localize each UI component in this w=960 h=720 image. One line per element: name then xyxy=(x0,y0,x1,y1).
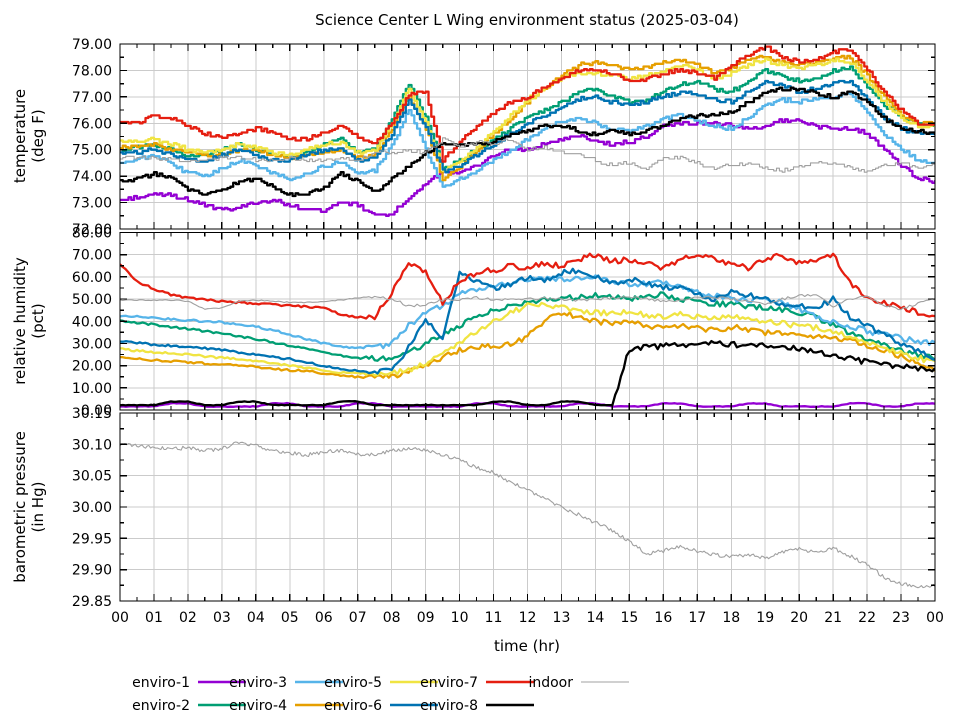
svg-text:30.10: 30.10 xyxy=(72,437,112,453)
svg-text:74.00: 74.00 xyxy=(72,169,112,185)
svg-text:02: 02 xyxy=(179,610,197,626)
svg-text:10.00: 10.00 xyxy=(72,381,112,397)
svg-text:13: 13 xyxy=(553,610,571,626)
svg-text:75.00: 75.00 xyxy=(72,143,112,159)
svg-text:76.00: 76.00 xyxy=(72,116,112,132)
y-tick-labels-temperature: 72.00 73.00 74.00 75.00 76.00 77.00 78.00 79.00 xyxy=(72,37,112,238)
series-line-enviro-7-relative_humidity xyxy=(120,252,935,321)
series-line-enviro-8-temperature xyxy=(120,86,935,198)
y-axis-label-humidity-units: (pct) xyxy=(29,303,47,338)
svg-text:23: 23 xyxy=(892,610,910,626)
series-line-indoor-relative_humidity xyxy=(120,293,935,311)
svg-text:29.90: 29.90 xyxy=(72,563,112,579)
svg-text:03: 03 xyxy=(213,610,231,626)
svg-text:0.00: 0.00 xyxy=(81,403,112,419)
svg-text:18: 18 xyxy=(722,610,740,626)
legend-label-enviro-5: enviro-5 xyxy=(324,675,382,691)
x-axis-label: time (hr) xyxy=(494,637,560,655)
svg-text:05: 05 xyxy=(281,610,299,626)
svg-text:06: 06 xyxy=(315,610,333,626)
svg-text:77.00: 77.00 xyxy=(72,90,112,106)
svg-text:30.00: 30.00 xyxy=(72,500,112,516)
series-line-enviro-7-temperature xyxy=(120,45,935,163)
series-group-temperature xyxy=(120,45,935,217)
y-axis-label-pressure-units: (in Hg) xyxy=(29,482,47,533)
svg-text:21: 21 xyxy=(824,610,842,626)
svg-text:22: 22 xyxy=(858,610,876,626)
svg-text:08: 08 xyxy=(383,610,401,626)
chart-title: Science Center L Wing environment status… xyxy=(315,11,739,29)
svg-text:07: 07 xyxy=(349,610,367,626)
svg-text:70.00: 70.00 xyxy=(72,248,112,264)
svg-text:20.00: 20.00 xyxy=(72,359,112,375)
svg-text:20: 20 xyxy=(790,610,808,626)
svg-text:15: 15 xyxy=(620,610,638,626)
svg-text:72.00: 72.00 xyxy=(72,222,112,238)
legend-label-enviro-4: enviro-4 xyxy=(229,698,287,714)
svg-text:10: 10 xyxy=(451,610,469,626)
svg-text:14: 14 xyxy=(587,610,605,626)
series-group-barometric_pressure xyxy=(120,441,935,589)
x-tick-labels: 00 01 02 03 04 05 06 07 08 09 10 11 12 13 14 15 16 17 18 19… xyxy=(111,610,944,626)
svg-text:16: 16 xyxy=(654,610,672,626)
svg-text:78.00: 78.00 xyxy=(72,63,112,79)
series-line-indoor-barometric_pressure xyxy=(120,441,935,589)
svg-text:30.00: 30.00 xyxy=(72,336,112,352)
legend-label-enviro-1: enviro-1 xyxy=(132,675,190,691)
series-line-enviro-3-temperature xyxy=(120,91,935,188)
svg-text:79.00: 79.00 xyxy=(72,37,112,53)
legend-label-enviro-3: enviro-3 xyxy=(229,675,287,691)
svg-text:50.00: 50.00 xyxy=(72,292,112,308)
series-line-enviro-5-relative_humidity xyxy=(120,301,935,377)
svg-text:17: 17 xyxy=(688,610,706,626)
legend-label-indoor: indoor xyxy=(528,675,573,691)
legend-label-enviro-2: enviro-2 xyxy=(132,698,190,714)
legend-label-enviro-8: enviro-8 xyxy=(420,698,478,714)
series-line-enviro-6-temperature xyxy=(120,79,935,174)
svg-text:40.00: 40.00 xyxy=(72,314,112,330)
y-axis-label-pressure: barometric pressure xyxy=(11,431,29,583)
series-line-enviro-4-temperature xyxy=(120,54,935,182)
series-line-enviro-5-temperature xyxy=(120,57,935,173)
y-tick-labels-barometric_pressure: 29.85 29.90 29.95 30.00 30.05 30.10 30.15 xyxy=(72,406,112,610)
svg-text:12: 12 xyxy=(519,610,537,626)
y-axis-label-temperature: temperature xyxy=(11,89,29,183)
svg-text:19: 19 xyxy=(756,610,774,626)
svg-text:30.15: 30.15 xyxy=(72,406,112,422)
svg-text:04: 04 xyxy=(247,610,265,626)
svg-text:73.00: 73.00 xyxy=(72,196,112,212)
plot-area: 72.00 73.00 74.00 75.00 76.00 77.00 78.00 79.00… xyxy=(72,37,944,714)
svg-text:09: 09 xyxy=(417,610,435,626)
series-line-indoor-temperature xyxy=(120,137,935,173)
series-line-enviro-6-relative_humidity xyxy=(120,267,935,375)
y-axis-label-humidity: relative humidity xyxy=(11,257,29,385)
svg-text:29.95: 29.95 xyxy=(72,531,112,547)
series-line-enviro-4-relative_humidity xyxy=(120,311,935,380)
svg-text:30.05: 30.05 xyxy=(72,469,112,485)
series-line-enviro-1-temperature xyxy=(120,118,935,217)
svg-text:11: 11 xyxy=(485,610,503,626)
legend: enviro-1 enviro-3 enviro-5 enviro-7 indoor en… xyxy=(132,675,629,714)
y-axis-label-temperature-units: (deg F) xyxy=(29,109,47,162)
svg-text:00: 00 xyxy=(111,610,129,626)
legend-label-enviro-6: enviro-6 xyxy=(324,698,382,714)
svg-text:01: 01 xyxy=(145,610,163,626)
svg-text:29.85: 29.85 xyxy=(72,594,112,610)
svg-text:80.00: 80.00 xyxy=(72,226,112,242)
svg-text:60.00: 60.00 xyxy=(72,270,112,286)
svg-text:00: 00 xyxy=(926,610,944,626)
legend-label-enviro-7: enviro-7 xyxy=(420,675,478,691)
y-tick-labels-relative_humidity: 0.00 10.00 20.00 30.00 40.00 50.00 60.00 70.00 8… xyxy=(72,226,112,420)
